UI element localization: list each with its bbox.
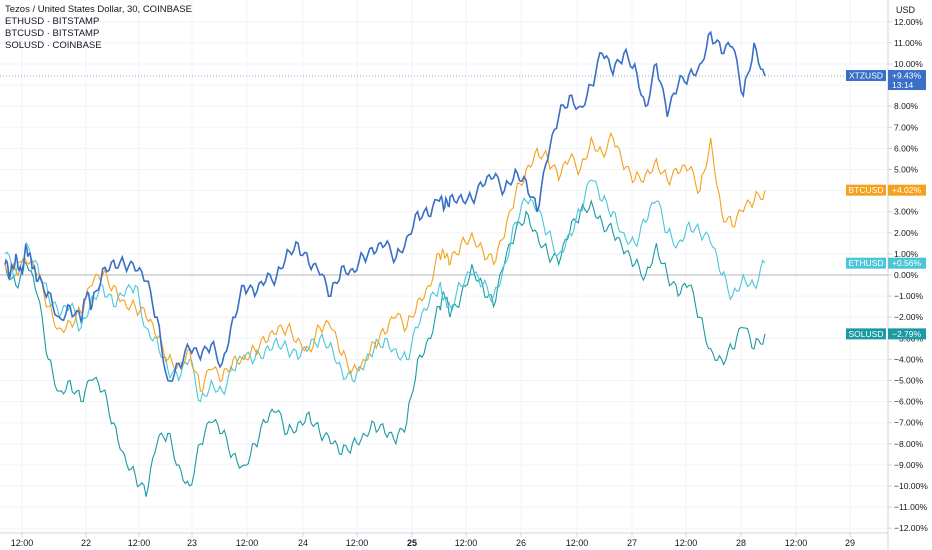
badge-value-text: +0.56% <box>892 258 922 268</box>
y-tick-label: 0.00% <box>894 270 919 280</box>
y-tick-label: 1.00% <box>894 249 919 259</box>
series-line-xtzusd <box>4 30 766 382</box>
y-tick-label: −1.00% <box>894 291 924 301</box>
y-tick-label: −6.00% <box>894 397 924 407</box>
legend-main-symbol[interactable]: Tezos / United States Dollar, 30, COINBA… <box>5 4 192 15</box>
x-tick-label: 26 <box>516 538 526 548</box>
legend-compare-solusd[interactable]: SOLUSD · COINBASE <box>5 40 102 51</box>
y-tick-label: 3.00% <box>894 207 919 217</box>
x-tick-label: 24 <box>298 538 308 548</box>
x-tick-label: 12:00 <box>785 538 808 548</box>
y-tick-label: −10.00% <box>894 481 928 491</box>
x-tick-label: 12:00 <box>346 538 369 548</box>
last-value-badges: XTZUSD +9.43%13:14 BTCUSD +4.02% ETHUSD +0.56… <box>846 70 926 340</box>
y-tick-label: 8.00% <box>894 101 919 111</box>
time-axis[interactable]: 12:00 22 12:00 23 12:00 24 12:00 25 12:00 26 12:00… <box>0 532 888 548</box>
y-tick-label: −8.00% <box>894 439 924 449</box>
badge-value-solusd <box>888 328 926 340</box>
badge-value-text: +4.02% <box>892 185 922 195</box>
badge-name-btcusd <box>846 184 886 196</box>
y-tick-label: −11.00% <box>894 502 928 512</box>
series-lines <box>0 30 888 497</box>
series-line-ethusd <box>4 179 766 403</box>
badge-name-ethusd <box>846 257 886 269</box>
price-axis[interactable]: 12.00%11.00%10.00%9.00%8.00%7.00%6.00%5.… <box>887 0 928 550</box>
y-tick-label: 12.00% <box>894 17 923 27</box>
badge-name-text: BTCUSD <box>849 185 884 195</box>
badge-value-text: −2.79% <box>892 329 922 339</box>
badge-value-btcusd <box>888 184 926 196</box>
badge-name-solusd <box>846 328 886 340</box>
badge-name-text: SOLUSD <box>849 329 884 339</box>
y-tick-label: 5.00% <box>894 165 919 175</box>
y-tick-label: 2.00% <box>894 228 919 238</box>
x-tick-label: 12:00 <box>11 538 34 548</box>
x-tick-label: 27 <box>627 538 637 548</box>
y-tick-label: 10.00% <box>894 59 923 69</box>
legend-compare-ethusd[interactable]: ETHUSD · BITSTAMP <box>5 16 100 27</box>
x-tick-label: 12:00 <box>455 538 478 548</box>
x-tick-label: 25 <box>407 538 417 548</box>
x-tick-label: 23 <box>187 538 197 548</box>
y-tick-label: −4.00% <box>894 354 924 364</box>
badge-name-xtzusd <box>846 70 886 82</box>
badge-value-text: +9.43% <box>892 71 922 81</box>
y-tick-label: 6.00% <box>894 143 919 153</box>
x-tick-label: 12:00 <box>566 538 589 548</box>
x-tick-label: 12:00 <box>236 538 259 548</box>
legend-compare-btcusd[interactable]: BTCUSD · BITSTAMP <box>5 28 100 39</box>
x-tick-label: 29 <box>845 538 855 548</box>
badge-value-xtzusd <box>888 70 926 91</box>
x-tick-label: 12:00 <box>675 538 698 548</box>
x-tick-label: 12:00 <box>128 538 151 548</box>
series-line-btcusd <box>4 131 766 392</box>
price-axis-unit[interactable]: USD <box>896 5 916 15</box>
x-tick-label: 28 <box>736 538 746 548</box>
x-tick-label: 22 <box>81 538 91 548</box>
y-tick-label: −2.00% <box>894 312 924 322</box>
y-tick-label: 7.00% <box>894 122 919 132</box>
badge-value-ethusd <box>888 257 926 269</box>
badge-name-text: XTZUSD <box>849 71 883 81</box>
badge-countdown-text: 13:14 <box>892 80 914 90</box>
y-tick-label: −9.00% <box>894 460 924 470</box>
series-line-solusd <box>4 199 766 497</box>
y-tick-label: 11.00% <box>894 38 923 48</box>
badge-name-text: ETHUSD <box>849 258 884 268</box>
y-tick-label: −12.00% <box>894 523 928 533</box>
y-tick-label: −7.00% <box>894 418 924 428</box>
y-tick-label: −5.00% <box>894 376 924 386</box>
chart-legend: Tezos / United States Dollar, 30, COINBA… <box>5 4 192 52</box>
